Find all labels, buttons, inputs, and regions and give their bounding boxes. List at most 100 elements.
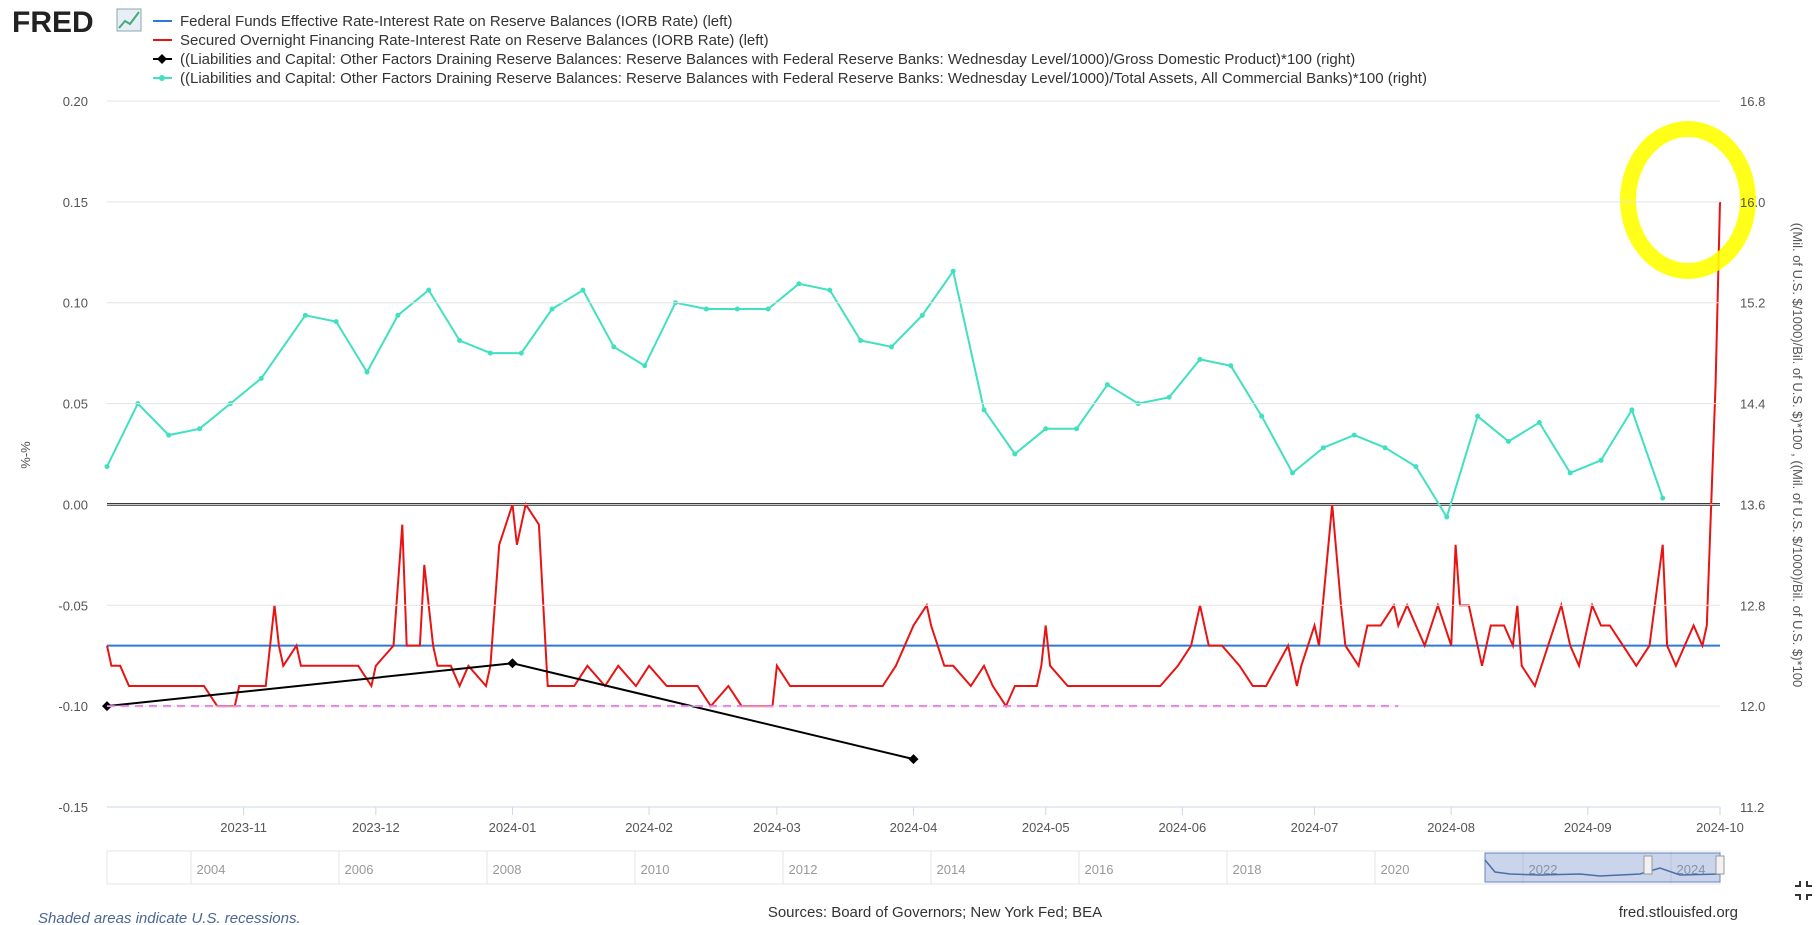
y-left-axis-label: %-% bbox=[18, 441, 33, 469]
series-point bbox=[426, 287, 432, 293]
navigator-track bbox=[106, 850, 1721, 885]
series-point bbox=[1104, 382, 1110, 388]
legend-item[interactable]: Secured Overnight Financing Rate-Interes… bbox=[153, 32, 769, 49]
navigator-tick-label: 2006 bbox=[345, 862, 374, 877]
y-left-tick-label: -0.05 bbox=[58, 598, 88, 613]
series-point bbox=[1382, 445, 1388, 451]
navigator-tick-label: 2012 bbox=[789, 862, 818, 877]
series-point bbox=[734, 306, 740, 312]
series-point bbox=[950, 268, 956, 274]
series-point bbox=[1012, 451, 1018, 457]
series-point bbox=[611, 344, 617, 350]
navigator-tick-label: 2024 bbox=[1677, 862, 1706, 877]
series-point bbox=[888, 344, 894, 350]
x-tick-label: 2024-08 bbox=[1427, 820, 1475, 835]
legend-label: ((Liabilities and Capital: Other Factors… bbox=[180, 51, 1355, 68]
series-point bbox=[333, 319, 339, 325]
series-point bbox=[1043, 426, 1049, 432]
y-right-tick-label: 13.6 bbox=[1740, 497, 1765, 512]
y-right-tick-label: 12.8 bbox=[1740, 598, 1765, 613]
highlight-annotation bbox=[1620, 121, 1756, 279]
navigator-tick-label: 2020 bbox=[1381, 862, 1410, 877]
y-right-tick-label: 16.8 bbox=[1740, 94, 1765, 109]
series-point bbox=[1074, 426, 1080, 432]
navigator-selection bbox=[1484, 852, 1721, 883]
y-left-tick-label: 0.05 bbox=[63, 397, 88, 412]
series-point bbox=[765, 306, 771, 312]
x-tick-label: 2023-11 bbox=[220, 820, 267, 835]
series-point bbox=[1598, 457, 1604, 463]
series-point bbox=[1290, 470, 1296, 476]
legend-label: ((Liabilities and Capital: Other Factors… bbox=[180, 70, 1427, 87]
series-point bbox=[1660, 495, 1666, 501]
series-point bbox=[395, 312, 401, 318]
legend-item[interactable]: ((Liabilities and Capital: Other Factors… bbox=[153, 70, 1427, 87]
legend-label: Federal Funds Effective Rate-Interest Ra… bbox=[180, 13, 732, 30]
series-point bbox=[1505, 438, 1511, 444]
site-link[interactable]: fred.stlouisfed.org bbox=[1619, 904, 1738, 921]
x-tick-label: 2024-09 bbox=[1564, 820, 1612, 835]
navigator-tick-label: 2018 bbox=[1233, 862, 1262, 877]
y-right-axis-label: ((Mil. of U.S. $/1000)/Bil. of U.S. $)*1… bbox=[1790, 223, 1805, 688]
fred-logo[interactable]: FRED bbox=[12, 6, 142, 39]
legend-marker bbox=[157, 54, 167, 64]
series-point bbox=[1228, 363, 1234, 369]
series-point bbox=[1536, 419, 1542, 425]
series-point bbox=[1259, 413, 1265, 419]
series-point bbox=[549, 306, 555, 312]
series-point bbox=[1166, 394, 1172, 400]
legend-item[interactable]: ((Liabilities and Capital: Other Factors… bbox=[153, 51, 1355, 68]
series-point bbox=[104, 464, 110, 470]
axes: 0.20 0.15 0.10 0.05 0.00 -0.05 -0.10 -0.15 16.8 1… bbox=[18, 94, 1805, 835]
y-left-tick-label: 0.15 bbox=[63, 195, 88, 210]
x-tick-label: 2023-12 bbox=[352, 820, 400, 835]
series-point bbox=[919, 312, 925, 318]
series-point bbox=[642, 363, 648, 369]
legend-label: Secured Overnight Financing Rate-Interes… bbox=[180, 32, 769, 49]
navigator-handle[interactable] bbox=[1715, 855, 1725, 875]
series-point bbox=[1197, 356, 1203, 362]
x-tick-label: 2024-02 bbox=[625, 820, 673, 835]
series-line-2 bbox=[106, 662, 914, 761]
sources-text: Sources: Board of Governors; New York Fe… bbox=[768, 904, 1102, 921]
series-point bbox=[487, 350, 493, 356]
x-tick-label: 2024-04 bbox=[890, 820, 938, 835]
series-line-3 bbox=[106, 268, 1664, 520]
navigator-tick-label: 2004 bbox=[197, 862, 226, 877]
y-left-tick-label: 0.20 bbox=[63, 94, 88, 109]
legend-item[interactable]: Federal Funds Effective Rate-Interest Ra… bbox=[153, 13, 732, 30]
y-right-tick-label: 16.0 bbox=[1740, 195, 1765, 210]
series-point bbox=[858, 338, 864, 344]
plot-area bbox=[102, 121, 1756, 765]
x-tick-label: 2024-03 bbox=[753, 820, 801, 835]
x-tick-label: 2024-01 bbox=[489, 820, 537, 835]
navigator-tick-label: 2010 bbox=[641, 862, 670, 877]
y-right-tick-label: 15.2 bbox=[1740, 296, 1765, 311]
series-point bbox=[908, 754, 919, 765]
legend-marker bbox=[159, 75, 165, 81]
series-point bbox=[302, 312, 308, 318]
y-left-tick-label: 0.00 bbox=[63, 497, 88, 512]
navigator-tick-label: 2016 bbox=[1085, 862, 1114, 877]
y-left-tick-label: -0.15 bbox=[58, 800, 88, 815]
y-right-tick-label: 11.2 bbox=[1740, 800, 1764, 815]
series-point bbox=[827, 287, 833, 293]
fred-logo-icon bbox=[116, 8, 142, 32]
series-point bbox=[1444, 514, 1450, 520]
fred-logo-text: FRED bbox=[12, 6, 94, 39]
x-tick-label: 2024-07 bbox=[1291, 820, 1339, 835]
navigator-handle[interactable] bbox=[1643, 855, 1653, 875]
series-point bbox=[981, 407, 987, 413]
y-left-tick-label: 0.10 bbox=[63, 296, 88, 311]
y-left-tick-label: -0.10 bbox=[58, 699, 88, 714]
fullscreen-icon[interactable] bbox=[1795, 881, 1812, 900]
series-point bbox=[364, 369, 370, 375]
y-right-tick-label: 14.4 bbox=[1740, 397, 1765, 412]
range-navigator[interactable]: 2004 2006 2008 2010 2012 2014 2016 2018 2020 2022… bbox=[106, 850, 1725, 885]
recession-note: Shaded areas indicate U.S. recessions. bbox=[38, 910, 301, 925]
navigator-series bbox=[1484, 859, 1721, 877]
series-point bbox=[1629, 407, 1635, 413]
series-point bbox=[796, 281, 802, 287]
series-point bbox=[258, 375, 264, 381]
series-point bbox=[518, 350, 524, 356]
